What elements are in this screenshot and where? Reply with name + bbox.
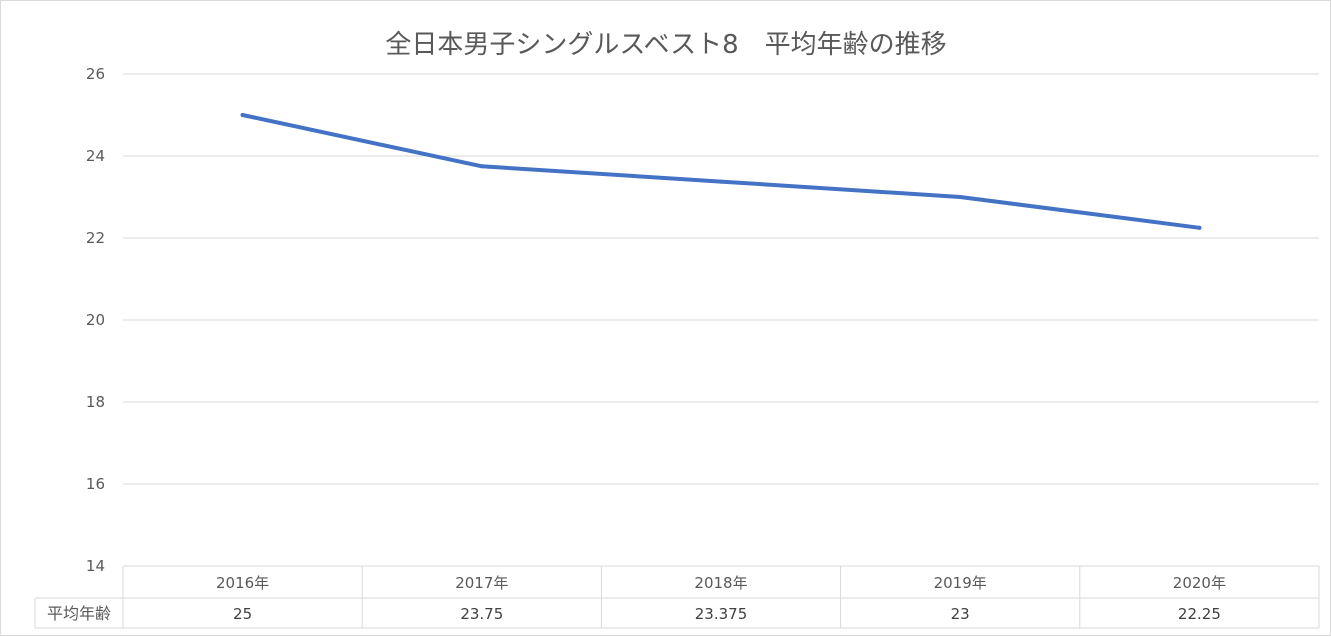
data-table-value: 25 bbox=[233, 605, 252, 623]
y-tick-label: 16 bbox=[86, 475, 105, 493]
series-line-path bbox=[240, 113, 1202, 230]
data-point bbox=[1197, 225, 1202, 230]
y-tick-label: 14 bbox=[86, 557, 105, 575]
data-table-value: 22.25 bbox=[1178, 605, 1221, 623]
data-table-value: 23 bbox=[951, 605, 970, 623]
y-tick-label: 24 bbox=[86, 147, 105, 165]
series-line bbox=[240, 113, 1202, 230]
x-category-label: 2020年 bbox=[1173, 574, 1226, 592]
y-axis: 26 24 22 20 18 16 14 bbox=[86, 65, 105, 575]
y-tick-label: 18 bbox=[86, 393, 105, 411]
data-point bbox=[719, 179, 723, 184]
chart-title: 全日本男子シングルスベスト8 平均年齢の推移 bbox=[385, 30, 946, 60]
data-table-row-label: 平均年齢 bbox=[47, 604, 111, 623]
data-point bbox=[240, 113, 245, 117]
data-table-value: 23.375 bbox=[695, 605, 748, 623]
x-category-label: 2017年 bbox=[455, 574, 508, 592]
y-tick-label: 26 bbox=[86, 65, 105, 83]
data-point bbox=[479, 164, 484, 169]
y-tick-label: 20 bbox=[86, 311, 105, 329]
x-category-label: 2018年 bbox=[694, 574, 747, 592]
x-category-label: 2019年 bbox=[934, 574, 987, 592]
gridlines bbox=[123, 73, 1319, 485]
data-table-value: 23.75 bbox=[460, 605, 503, 623]
data-point bbox=[958, 195, 963, 199]
x-category-label: 2016年 bbox=[216, 574, 269, 592]
y-tick-label: 22 bbox=[86, 229, 105, 247]
